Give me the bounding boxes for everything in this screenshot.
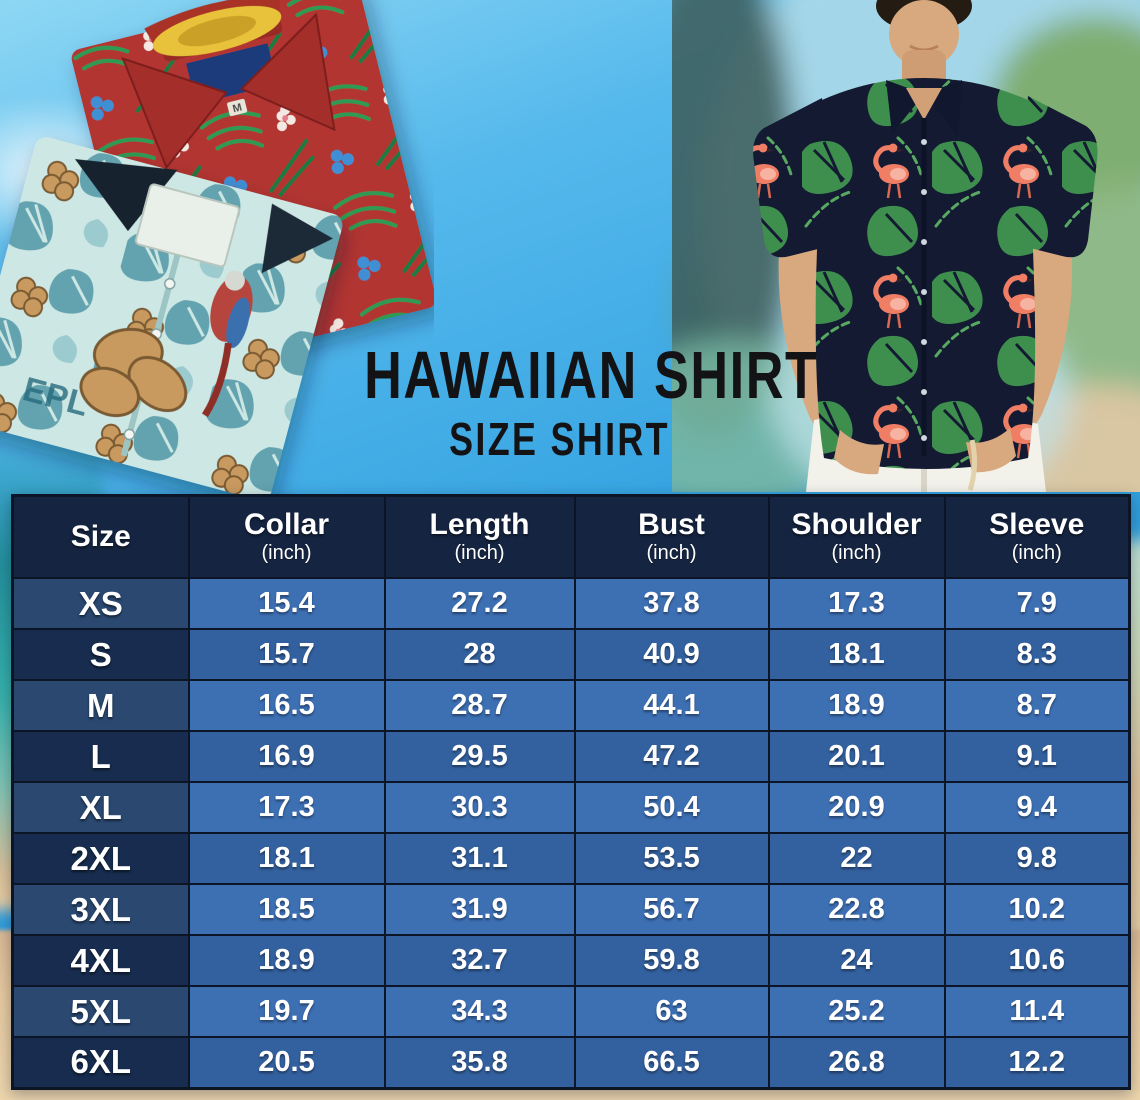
collar-value: 19.7 <box>187 985 386 1038</box>
sleeve-value: 10.2 <box>943 883 1131 936</box>
length-value: 27.2 <box>383 577 576 630</box>
table-row-5xl: 5XL 19.7 34.3 63 25.2 11.4 <box>11 985 1131 1038</box>
table-row-xl: XL 17.3 30.3 50.4 20.9 9.4 <box>11 781 1131 834</box>
sleeve-value: 8.3 <box>943 628 1131 681</box>
table-header-row: Size Collar (inch) Length (inch) Bust (inch… <box>11 494 1131 579</box>
length-value: 30.3 <box>383 781 576 834</box>
collar-value: 16.9 <box>187 730 386 783</box>
shoulder-value: 22.8 <box>767 883 946 936</box>
shoulder-value: 20.9 <box>767 781 946 834</box>
sleeve-value: 11.4 <box>943 985 1131 1038</box>
folded-shirts-photo: M EPL <box>0 0 434 496</box>
length-value: 32.7 <box>383 934 576 987</box>
shoulder-value: 24 <box>767 934 946 987</box>
size-label: 5XL <box>11 985 190 1038</box>
bust-value: 53.5 <box>573 832 770 885</box>
collar-value: 18.9 <box>187 934 386 987</box>
shoulder-value: 18.9 <box>767 679 946 732</box>
shoulder-value: 20.1 <box>767 730 946 783</box>
length-value: 28 <box>383 628 576 681</box>
length-value: 31.1 <box>383 832 576 885</box>
column-header-sleeve: Sleeve (inch) <box>943 494 1131 579</box>
table-row-6xl: 6XL 20.5 35.8 66.5 26.8 12.2 <box>11 1036 1131 1089</box>
bust-value: 37.8 <box>573 577 770 630</box>
table-row-s: S 15.7 28 40.9 18.1 8.3 <box>11 628 1131 681</box>
length-value: 31.9 <box>383 883 576 936</box>
title-line-1: HAWAIIAN SHIRT <box>364 338 819 413</box>
sleeve-value: 8.7 <box>943 679 1131 732</box>
collar-value: 18.1 <box>187 832 386 885</box>
size-label: 4XL <box>11 934 190 987</box>
size-table: Size Collar (inch) Length (inch) Bust (inch… <box>11 494 1131 1090</box>
page-title: HAWAIIAN SHIRT SIZE SHIRT <box>300 342 820 462</box>
table-row-xs: XS 15.4 27.2 37.8 17.3 7.9 <box>11 577 1131 630</box>
bust-value: 50.4 <box>573 781 770 834</box>
sleeve-value: 9.1 <box>943 730 1131 783</box>
size-label: XS <box>11 577 190 630</box>
collar-value: 18.5 <box>187 883 386 936</box>
bust-value: 40.9 <box>573 628 770 681</box>
length-value: 29.5 <box>383 730 576 783</box>
table-row-m: M 16.5 28.7 44.1 18.9 8.7 <box>11 679 1131 732</box>
size-label: 3XL <box>11 883 190 936</box>
length-value: 35.8 <box>383 1036 576 1089</box>
title-line-2: SIZE SHIRT <box>449 413 671 465</box>
size-label: L <box>11 730 190 783</box>
sleeve-value: 9.8 <box>943 832 1131 885</box>
hibiscus-motif <box>79 327 188 418</box>
size-label: S <box>11 628 190 681</box>
length-value: 34.3 <box>383 985 576 1038</box>
shoulder-value: 18.1 <box>767 628 946 681</box>
shoulder-value: 25.2 <box>767 985 946 1038</box>
size-tag-label: M <box>231 102 243 116</box>
bust-value: 44.1 <box>573 679 770 732</box>
bust-value: 56.7 <box>573 883 770 936</box>
bust-value: 47.2 <box>573 730 770 783</box>
sleeve-value: 7.9 <box>943 577 1131 630</box>
parrot-motif <box>201 270 253 418</box>
man-figure <box>753 0 1098 492</box>
column-header-length: Length (inch) <box>383 494 576 579</box>
bust-value: 66.5 <box>573 1036 770 1089</box>
shoulder-value: 22 <box>767 832 946 885</box>
shoulder-value: 17.3 <box>767 577 946 630</box>
column-header-collar: Collar (inch) <box>187 494 386 579</box>
sleeve-value: 9.4 <box>943 781 1131 834</box>
bust-value: 63 <box>573 985 770 1038</box>
collar-value: 17.3 <box>187 781 386 834</box>
rope-belt <box>967 439 978 491</box>
teal-hawaiian-shirt-illustration: EPL <box>0 137 343 496</box>
column-header-shoulder: Shoulder (inch) <box>767 494 946 579</box>
size-label: M <box>11 679 190 732</box>
sleeve-value: 12.2 <box>943 1036 1131 1089</box>
table-row-2xl: 2XL 18.1 31.1 53.5 22 9.8 <box>11 832 1131 885</box>
length-value: 28.7 <box>383 679 576 732</box>
sleeve-value: 10.6 <box>943 934 1131 987</box>
shoulder-value: 26.8 <box>767 1036 946 1089</box>
column-header-bust: Bust (inch) <box>573 494 770 579</box>
size-label: 2XL <box>11 832 190 885</box>
model-photo <box>672 0 1140 492</box>
table-row-3xl: 3XL 18.5 31.9 56.7 22.8 10.2 <box>11 883 1131 936</box>
bust-value: 59.8 <box>573 934 770 987</box>
column-header-size: Size <box>11 494 190 579</box>
collar-value: 15.4 <box>187 577 386 630</box>
navy-flamingo-shirt-illustration <box>753 78 1098 469</box>
table-row-4xl: 4XL 18.9 32.7 59.8 24 10.6 <box>11 934 1131 987</box>
table-row-l: L 16.9 29.5 47.2 20.1 9.1 <box>11 730 1131 783</box>
size-label: XL <box>11 781 190 834</box>
size-label: 6XL <box>11 1036 190 1089</box>
collar-value: 15.7 <box>187 628 386 681</box>
collar-value: 20.5 <box>187 1036 386 1089</box>
collar-value: 16.5 <box>187 679 386 732</box>
